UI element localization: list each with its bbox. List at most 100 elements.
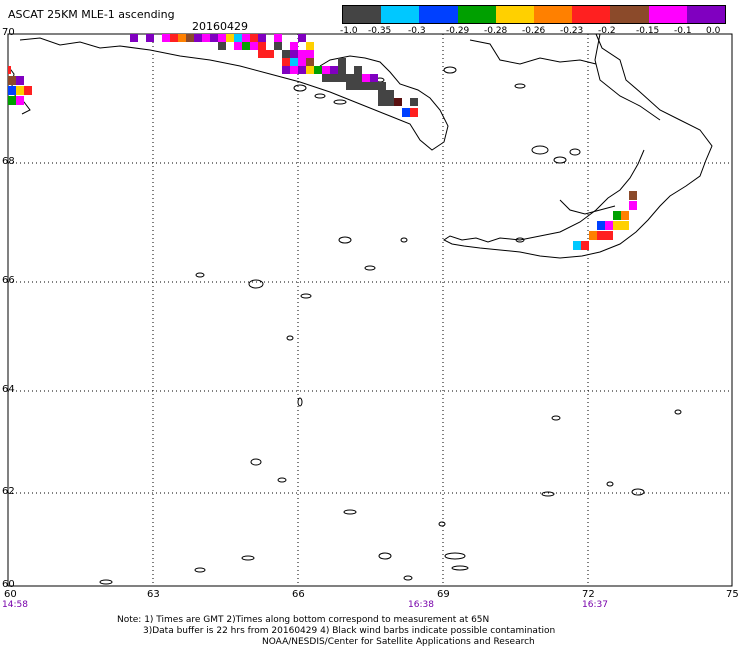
colorbar-swatch <box>381 6 420 23</box>
data-cell <box>16 96 24 105</box>
data-cell <box>194 34 202 42</box>
lon-tick-label: 69 <box>437 589 450 600</box>
data-cell <box>290 42 298 50</box>
colorbar-label: -0.15 <box>636 26 660 36</box>
data-cell <box>290 58 298 66</box>
data-cell <box>370 74 378 82</box>
island <box>333 99 347 105</box>
note-line: Note: 1) Times are GMT 2)Times along bot… <box>117 615 490 625</box>
data-cell <box>613 221 621 230</box>
coastline-east <box>443 33 713 259</box>
data-cell <box>24 86 32 95</box>
colorbar-label: -0.26 <box>522 26 546 36</box>
colorbar-label: -0.35 <box>368 26 392 36</box>
colorbar-swatch <box>572 6 611 23</box>
data-cell <box>573 241 581 250</box>
data-cell <box>282 58 290 66</box>
colorbar-swatch <box>419 6 458 23</box>
data-cell <box>290 66 298 74</box>
island <box>338 236 352 244</box>
data-cell <box>330 66 338 74</box>
island <box>343 509 357 515</box>
island <box>250 458 262 466</box>
data-cell <box>258 34 266 42</box>
island <box>195 272 205 278</box>
colorbar-swatch <box>610 6 649 23</box>
data-cell <box>170 34 178 42</box>
map-frame <box>7 33 733 587</box>
data-cell <box>274 34 282 42</box>
island <box>286 335 294 341</box>
data-cell <box>605 231 613 240</box>
pass-time: 14:58 <box>2 600 28 610</box>
data-cell <box>234 34 242 42</box>
data-cell <box>234 42 242 50</box>
lat-tick-label: 62 <box>2 486 15 497</box>
data-cell <box>282 66 290 74</box>
data-cell <box>306 58 314 66</box>
coastline-gulf <box>559 199 616 215</box>
data-cell <box>306 66 314 74</box>
data-cell <box>370 82 378 90</box>
lat-tick-label: 66 <box>2 275 15 286</box>
data-cell <box>613 211 621 220</box>
data-cell <box>322 66 330 74</box>
islands <box>99 66 682 585</box>
lon-tick-label: 75 <box>726 589 739 600</box>
data-cell <box>8 76 16 85</box>
data-cell <box>146 34 154 42</box>
note-line: 3)Data buffer is 22 hrs from 20160429 4)… <box>143 626 556 636</box>
island <box>400 237 408 243</box>
colorbar-swatch <box>457 6 496 23</box>
data-cell <box>402 108 410 117</box>
coastline-peninsula <box>594 33 661 121</box>
island <box>194 567 206 573</box>
data-cell <box>290 50 298 58</box>
lat-tick-label: 70 <box>2 27 15 38</box>
colorbar-label: 0.0 <box>706 26 721 36</box>
lon-tick-label: 60 <box>4 589 17 600</box>
colorbar-label: -0.28 <box>484 26 508 36</box>
island <box>438 521 446 527</box>
data-cell <box>8 66 11 74</box>
data-cell <box>378 98 386 106</box>
data-cell <box>258 50 266 58</box>
data-cell <box>250 34 258 42</box>
data-cell <box>629 191 637 200</box>
colorbar-swatch <box>686 6 726 23</box>
data-cell <box>218 42 226 50</box>
colorbar-label: -0.2 <box>598 26 616 36</box>
lon-tick-label: 72 <box>582 589 595 600</box>
island <box>99 579 113 585</box>
data-cell <box>394 98 402 106</box>
island <box>293 84 307 92</box>
data-cell <box>330 74 338 82</box>
data-cell <box>621 211 629 220</box>
data-cell <box>621 221 629 230</box>
coastline-bay <box>469 39 597 65</box>
lat-tick-label: 60 <box>2 579 15 590</box>
island <box>531 145 549 155</box>
island <box>515 237 525 243</box>
data-cell <box>597 231 605 240</box>
lon-tick-label: 66 <box>292 589 305 600</box>
island <box>451 565 469 571</box>
island <box>541 491 555 497</box>
data-cell <box>605 221 613 230</box>
island <box>297 397 303 407</box>
data-cell <box>306 50 314 58</box>
island <box>300 293 312 299</box>
data-cell <box>226 34 234 42</box>
island <box>606 481 614 487</box>
island <box>364 265 376 271</box>
data-cell <box>8 96 16 105</box>
colorbar-label: -0.29 <box>446 26 470 36</box>
island <box>378 552 392 560</box>
data-cell <box>250 42 258 50</box>
island <box>241 555 255 561</box>
data-cell <box>218 34 226 42</box>
data-cell <box>314 66 322 74</box>
data-cell <box>242 42 250 50</box>
lon-tick-label: 63 <box>147 589 160 600</box>
